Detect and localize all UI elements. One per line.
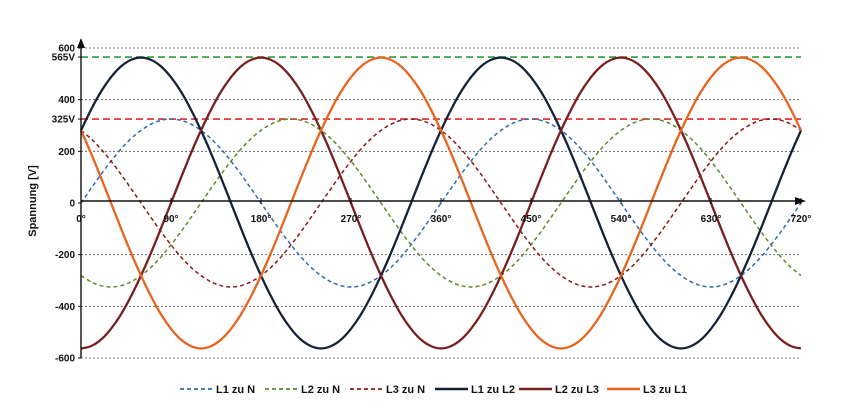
legend: L1 zu N L2 zu N L3 zu N L1 zu L2 L2 zu L3 L3 … — [180, 384, 687, 396]
y-tick-label-3: 325V — [52, 115, 76, 126]
y-axis-arrow — [77, 38, 85, 48]
legend-label-4: L2 zu L3 — [555, 384, 599, 396]
x-tick-labels: 0° 90° 180° 270° 360° 450° 540° 630° 720° — [76, 198, 811, 225]
x-tick-label-6: 540° — [611, 214, 632, 225]
x-tick-label-2: 180° — [251, 214, 272, 225]
reference-lines — [81, 56, 801, 120]
legend-label-2: L3 zu N — [386, 384, 425, 396]
legend-label-3: L1 zu L2 — [471, 384, 515, 396]
series-line-0 — [80, 118, 802, 288]
series-line-2 — [80, 118, 802, 288]
x-tick-label-1: 90° — [163, 214, 178, 225]
y-tick-label-7: -400 — [55, 302, 75, 313]
legend-label-0: L1 zu N — [216, 384, 255, 396]
x-tick-label-7: 630° — [701, 214, 722, 225]
y-tick-label-4: 200 — [58, 147, 75, 158]
y-tick-label-2: 400 — [58, 95, 75, 106]
y-tick-label-1: 565V — [52, 53, 76, 64]
x-tick-label-4: 360° — [431, 214, 452, 225]
series-line-5 — [79, 56, 803, 350]
legend-label-5: L3 zu L1 — [643, 384, 687, 396]
x-tick-label-0: 0° — [76, 214, 86, 225]
y-tick-label-8: -600 — [55, 354, 75, 365]
x-tick-label-3: 270° — [341, 214, 362, 225]
legend-label-1: L2 zu N — [301, 384, 340, 396]
x-tick-label-8: 720° — [791, 214, 812, 225]
x-tick-label-5: 450° — [521, 214, 542, 225]
y-tick-label-5: 0 — [69, 199, 75, 210]
y-tick-label-0: 600 — [58, 44, 75, 55]
y-tick-label-6: -200 — [55, 250, 75, 261]
series-lines — [79, 56, 803, 350]
grid-lines — [81, 47, 801, 359]
y-axis-label: Spannung [V] — [27, 165, 39, 237]
